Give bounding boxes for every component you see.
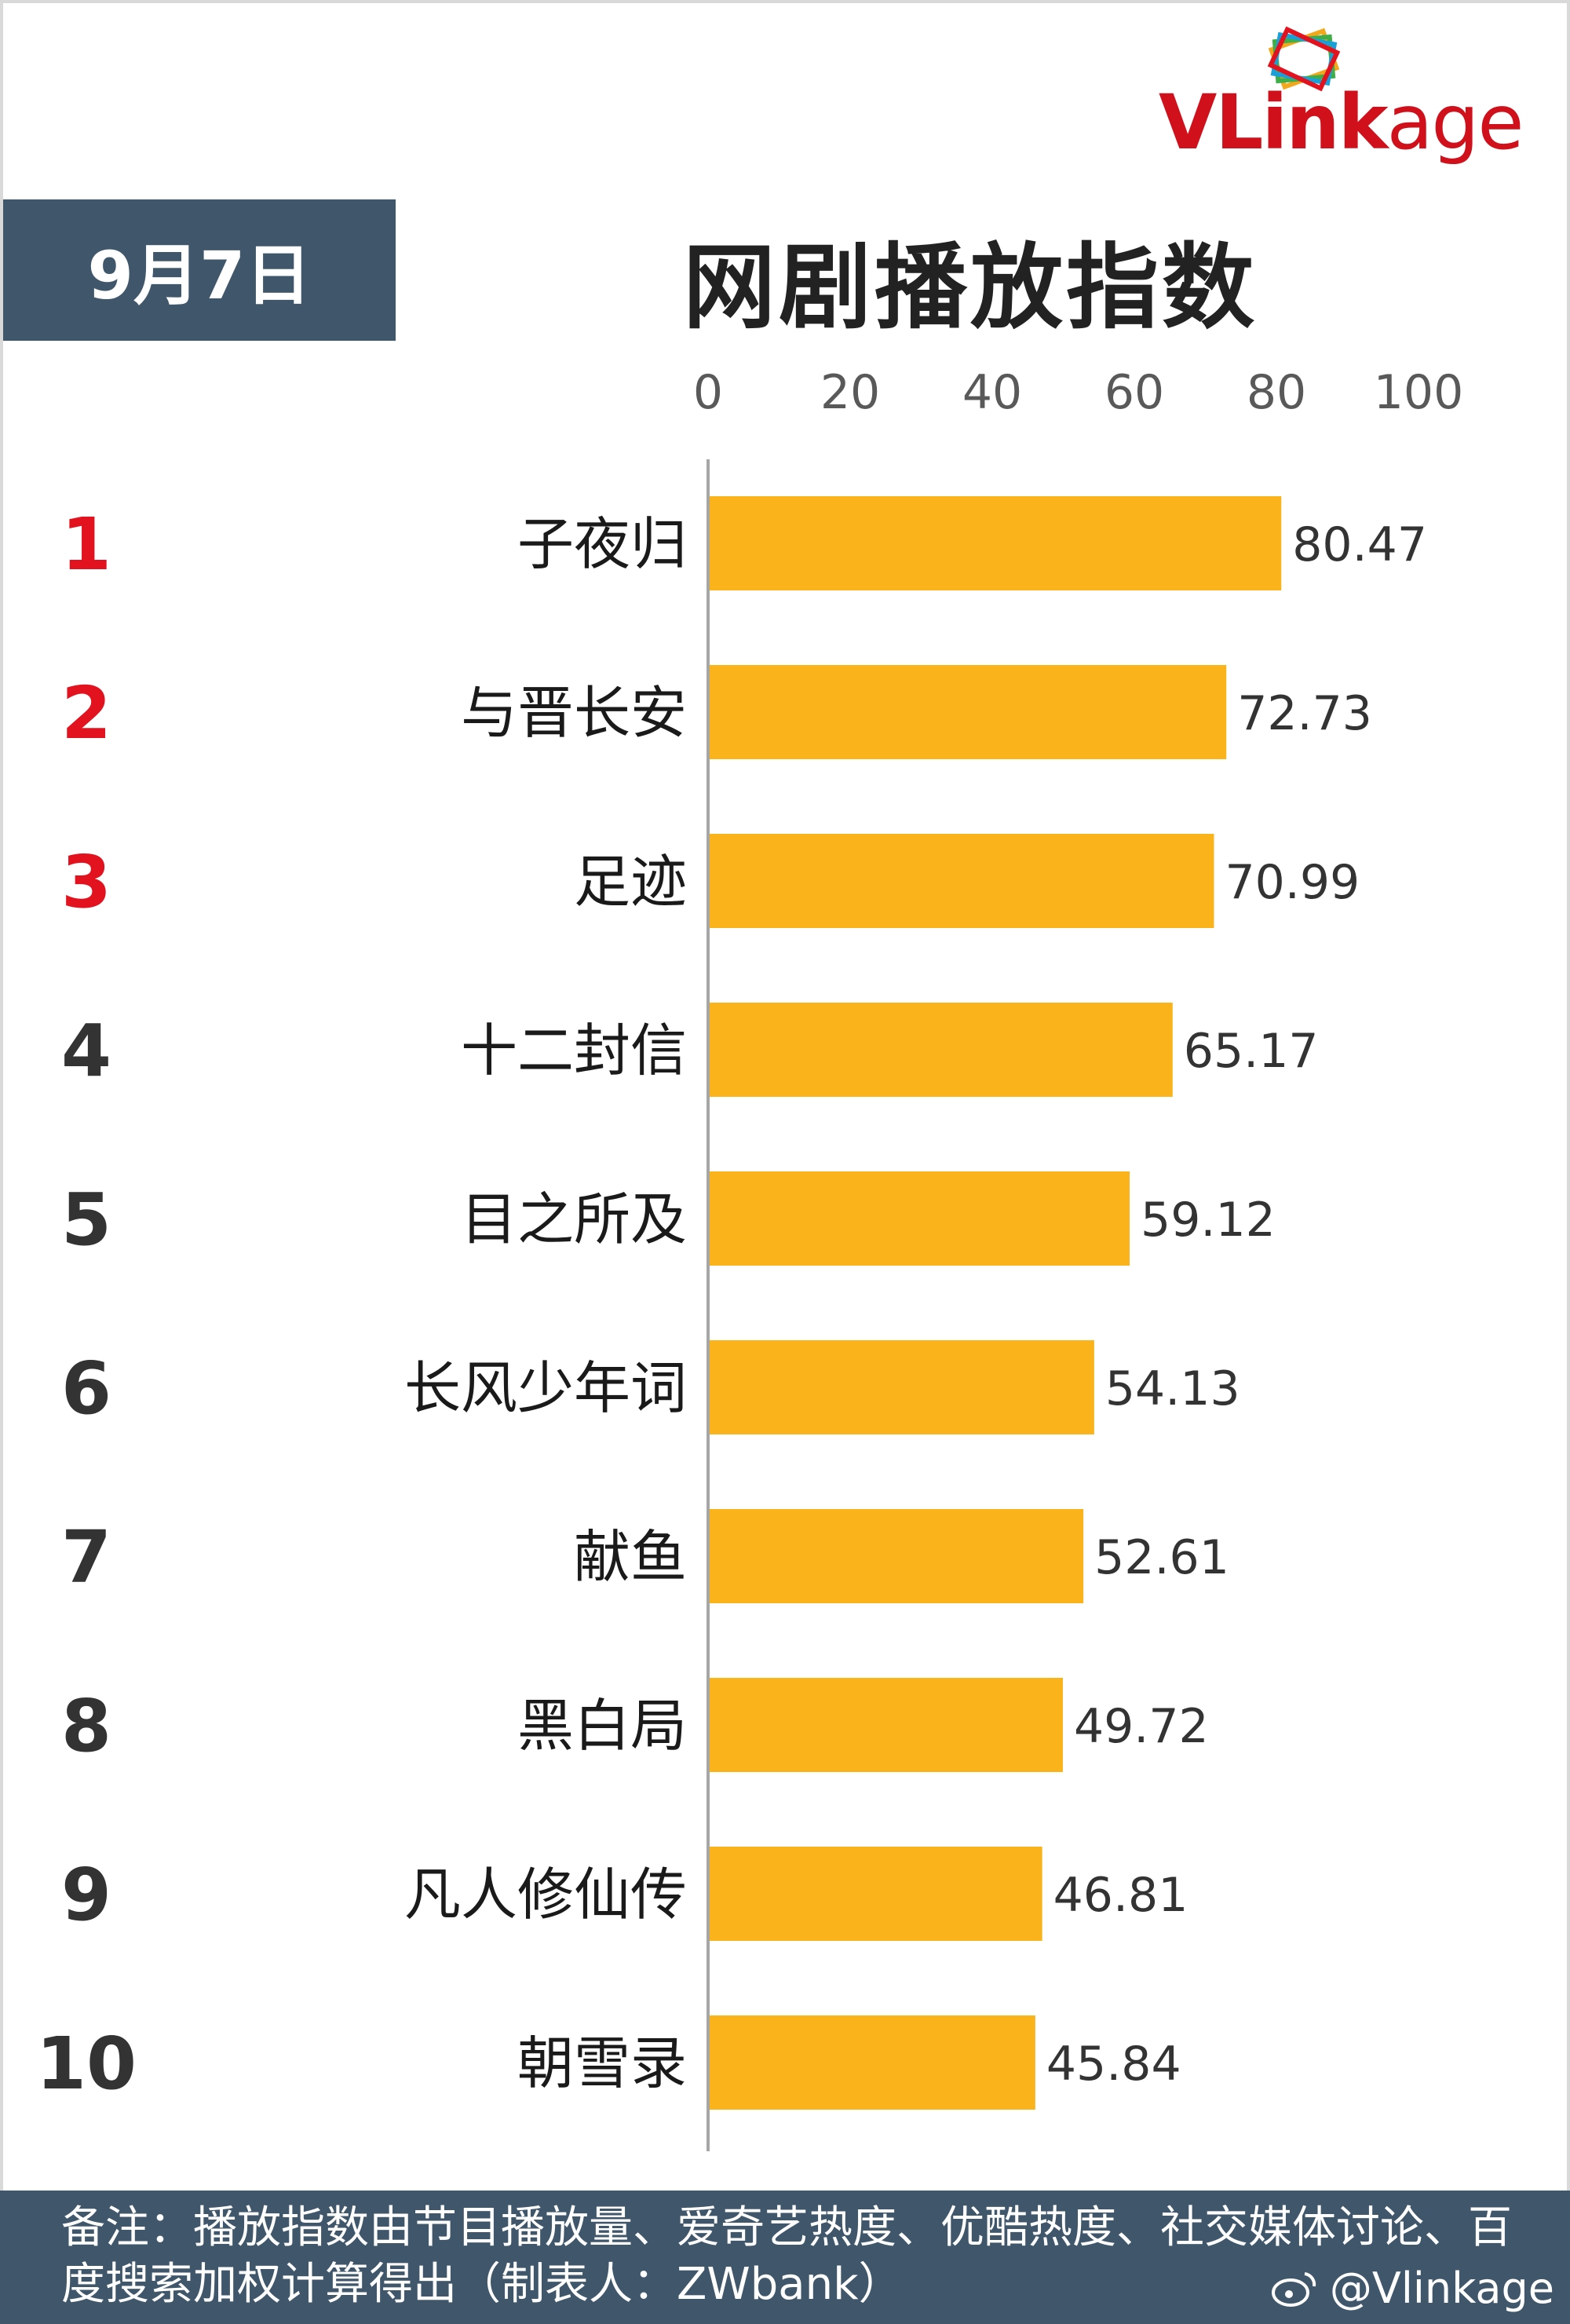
date-badge: 9月7日 — [3, 199, 396, 341]
category-label: 朝雪录 — [517, 2030, 687, 2096]
category-label: 子夜归 — [517, 511, 687, 577]
bar — [710, 665, 1227, 759]
bar-chart: 0 20 40 60 80 100 80.47 子夜归 1 72.73 与晋长安 2 70.99 足迹 3 6… — [36, 365, 1464, 2151]
value-label: 52.61 — [1094, 1530, 1229, 1585]
rank-number: 9 — [61, 1853, 111, 1937]
value-label: 45.84 — [1046, 2037, 1181, 2092]
category-label: 黑白局 — [517, 1693, 687, 1759]
bar — [710, 1509, 1084, 1603]
rank-number: 3 — [61, 840, 111, 924]
bar — [710, 1340, 1094, 1434]
bar — [710, 834, 1214, 928]
rank-number: 10 — [36, 2022, 137, 2106]
x-tick-label: 60 — [1104, 365, 1164, 420]
logo-cards-icon — [1267, 26, 1341, 92]
x-tick-label: 80 — [1247, 365, 1306, 420]
logo-wordmark: VLinkage — [1159, 79, 1524, 166]
bar — [710, 1847, 1042, 1941]
category-label: 凡人修仙传 — [404, 1862, 687, 1928]
value-label: 72.73 — [1237, 686, 1372, 741]
rank-number: 1 — [61, 502, 111, 586]
vlinkage-logo: VLinkage — [1159, 24, 1551, 173]
category-label: 与晋长安 — [461, 680, 687, 746]
weibo-icon — [1271, 2271, 1316, 2307]
value-label: 80.47 — [1292, 517, 1427, 572]
rank-number: 4 — [61, 1009, 111, 1093]
rank-number: 7 — [61, 1515, 111, 1599]
rank-number: 6 — [61, 1347, 111, 1431]
category-label: 长风少年词 — [404, 1355, 687, 1421]
category-label: 献鱼 — [574, 1524, 687, 1590]
bar — [710, 1678, 1063, 1772]
footnote: 备注：播放指数由节目播放量、爱奇艺热度、优酷热度、社交媒体讨论、百度搜索加权计算… — [61, 2202, 1512, 2310]
category-label: 十二封信 — [461, 1018, 687, 1083]
rank-number: 5 — [61, 1178, 111, 1262]
value-label: 59.12 — [1141, 1193, 1276, 1248]
x-tick-label: 40 — [962, 365, 1022, 420]
weibo-handle: @Vlinkage — [1329, 2264, 1554, 2313]
category-label: 足迹 — [574, 849, 687, 915]
bar — [710, 1003, 1173, 1097]
x-tick-label: 20 — [820, 365, 880, 420]
value-label: 70.99 — [1225, 855, 1360, 910]
weibo-watermark: @Vlinkage — [1270, 2264, 1554, 2313]
chart-title: 网剧播放指数 — [683, 233, 1258, 342]
value-label: 49.72 — [1074, 1699, 1209, 1754]
rank-number: 8 — [61, 1684, 111, 1768]
value-label: 46.81 — [1053, 1868, 1188, 1923]
bar — [710, 2015, 1035, 2110]
rank-number: 2 — [61, 671, 111, 755]
bar — [710, 1171, 1130, 1266]
x-tick-label: 0 — [693, 365, 723, 420]
date-label: 9月7日 — [87, 236, 312, 314]
bar — [710, 496, 1282, 590]
x-tick-label: 100 — [1374, 365, 1464, 420]
value-label: 65.17 — [1184, 1024, 1319, 1079]
footer-bar: 备注：播放指数由节目播放量、爱奇艺热度、优酷热度、社交媒体讨论、百度搜索加权计算… — [0, 2191, 1570, 2324]
category-label: 目之所及 — [461, 1186, 687, 1252]
value-label: 54.13 — [1105, 1361, 1240, 1416]
